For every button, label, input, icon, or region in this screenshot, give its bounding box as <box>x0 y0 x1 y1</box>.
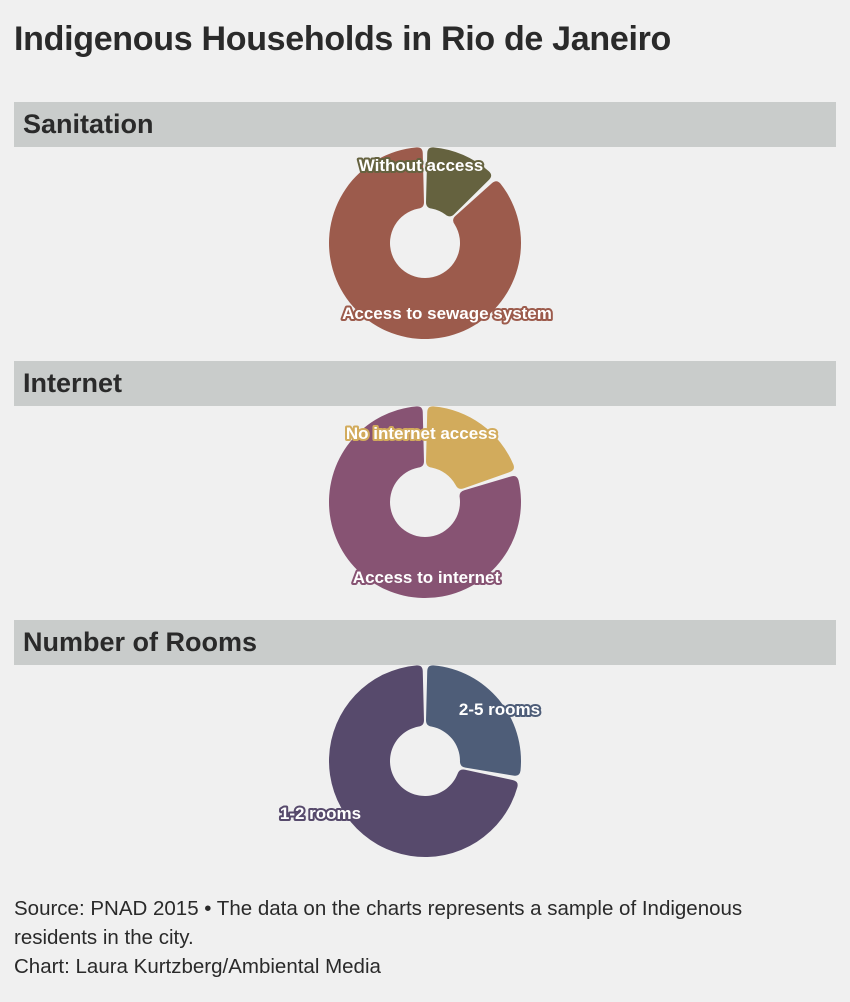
section-header-number-of-rooms: Number of Rooms <box>14 620 836 665</box>
source-note: Source: PNAD 2015 • The data on the char… <box>14 897 743 949</box>
slice-label-2-5-rooms: 2-5 rooms <box>459 700 540 719</box>
footer: Source: PNAD 2015 • The data on the char… <box>14 894 824 981</box>
slice-1-2-rooms <box>329 665 518 858</box>
slice-access-to-internet <box>328 406 521 599</box>
slice-2-5-rooms <box>426 665 521 776</box>
slice-label-no-internet-access: No internet access <box>346 424 497 443</box>
slice-label-1-2-rooms: 1-2 rooms <box>280 804 361 823</box>
chart-credit: Chart: Laura Kurtzberg/Ambiental Media <box>14 955 381 978</box>
slice-label-without-access: Without access <box>359 156 484 175</box>
donut-chart-number-of-rooms: 2-5 rooms 1-2 rooms <box>278 665 542 858</box>
slice-no-internet-access <box>426 406 514 489</box>
donut-chart-sanitation: Without access Access to sewage system <box>329 147 554 340</box>
slice-label-access-to-internet: Access to internet <box>353 568 501 587</box>
slice-label-access-to-sewage-system: Access to sewage system <box>342 304 552 323</box>
donut-chart-internet: No internet access Access to internet <box>328 406 521 599</box>
page-title: Indigenous Households in Rio de Janeiro <box>14 20 672 58</box>
section-header-internet: Internet <box>14 361 836 406</box>
section-header-sanitation: Sanitation <box>14 102 836 147</box>
slice-access-to-sewage-system <box>329 147 522 340</box>
slice-without-access <box>426 147 492 217</box>
